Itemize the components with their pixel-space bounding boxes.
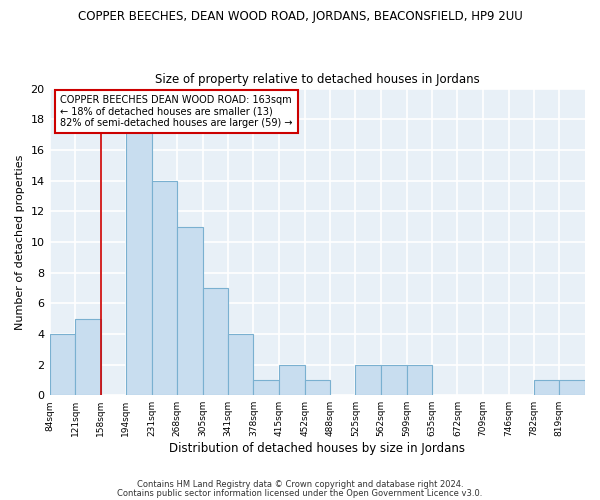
Bar xyxy=(253,380,279,395)
Text: Contains HM Land Registry data © Crown copyright and database right 2024.: Contains HM Land Registry data © Crown c… xyxy=(137,480,463,489)
Bar xyxy=(177,226,203,395)
Bar xyxy=(407,364,432,395)
X-axis label: Distribution of detached houses by size in Jordans: Distribution of detached houses by size … xyxy=(169,442,465,455)
Bar xyxy=(126,119,152,395)
Bar xyxy=(75,318,101,395)
Text: COPPER BEECHES, DEAN WOOD ROAD, JORDANS, BEACONSFIELD, HP9 2UU: COPPER BEECHES, DEAN WOOD ROAD, JORDANS,… xyxy=(77,10,523,23)
Bar xyxy=(279,364,305,395)
Text: COPPER BEECHES DEAN WOOD ROAD: 163sqm
← 18% of detached houses are smaller (13)
: COPPER BEECHES DEAN WOOD ROAD: 163sqm ← … xyxy=(60,94,293,128)
Bar xyxy=(533,380,559,395)
Bar xyxy=(355,364,381,395)
Bar xyxy=(152,180,177,395)
Y-axis label: Number of detached properties: Number of detached properties xyxy=(15,154,25,330)
Bar xyxy=(228,334,253,395)
Text: Contains public sector information licensed under the Open Government Licence v3: Contains public sector information licen… xyxy=(118,488,482,498)
Bar xyxy=(381,364,407,395)
Bar xyxy=(559,380,585,395)
Bar xyxy=(305,380,330,395)
Bar xyxy=(50,334,75,395)
Bar xyxy=(203,288,228,395)
Title: Size of property relative to detached houses in Jordans: Size of property relative to detached ho… xyxy=(155,73,479,86)
